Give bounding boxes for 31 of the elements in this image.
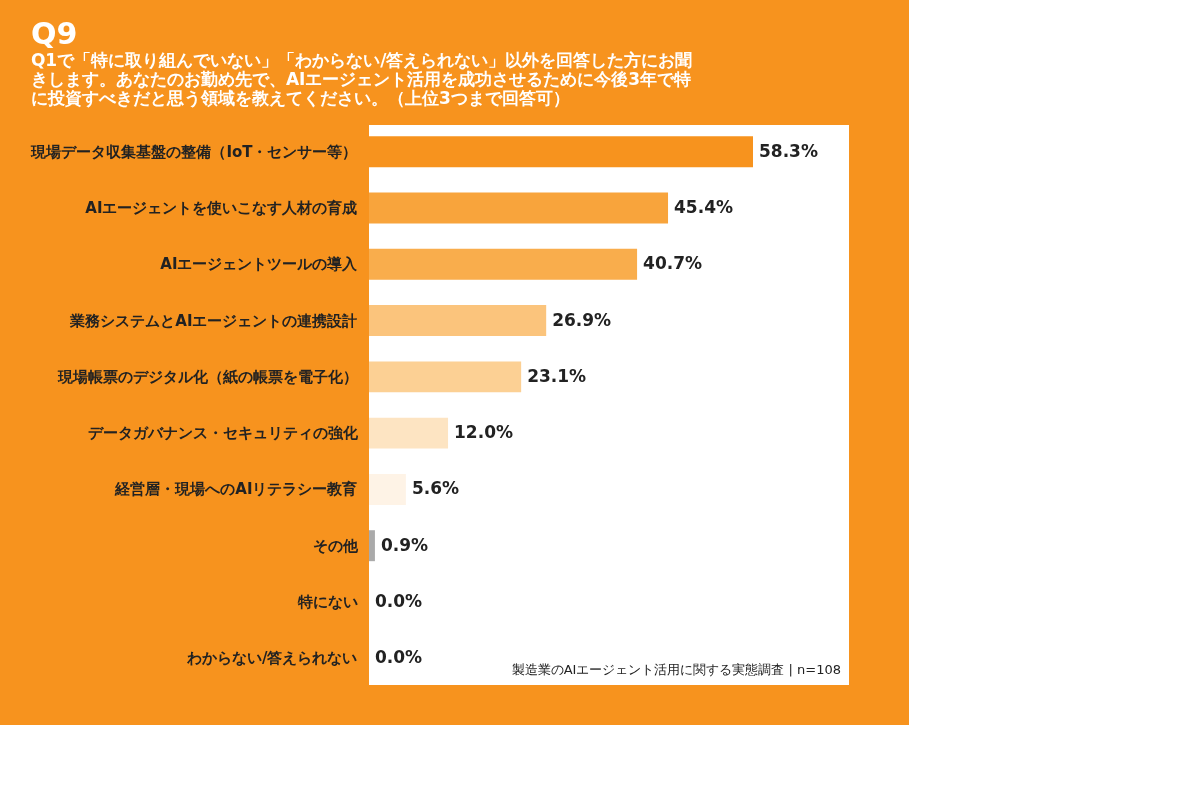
bar xyxy=(369,248,638,280)
data-label: 26.9% xyxy=(552,309,612,330)
y-tick-label: 業務システムとAIエージェントの連携設計 xyxy=(69,311,358,330)
bar xyxy=(369,473,406,505)
bar xyxy=(369,361,522,393)
data-label: 0.0% xyxy=(375,590,423,611)
y-tick-label: 特にない xyxy=(296,592,358,611)
data-label: 40.7% xyxy=(643,253,703,274)
annotation: 製造業のAIエージェント活用に関する実態調査 | n=108 xyxy=(511,662,841,677)
data-label: 58.3% xyxy=(759,140,818,161)
bar xyxy=(369,192,669,224)
data-label: 45.4% xyxy=(674,197,734,218)
data-label: 23.1% xyxy=(527,365,587,386)
bar xyxy=(369,305,547,337)
y-tick-label: 現場データ収集基盤の整備（IoT・センサー等） xyxy=(30,142,358,161)
y-tick-label: 経営層・現場へのAIリテラシー教育 xyxy=(114,480,358,499)
bar xyxy=(369,136,753,168)
data-label: 12.0% xyxy=(454,422,514,443)
y-tick-label: AIエージェントツールの導入 xyxy=(160,255,359,274)
y-tick-label: その他 xyxy=(312,536,359,555)
y-tick-label: 現場帳票のデジタル化（紙の帳票を電子化） xyxy=(56,367,358,386)
bar xyxy=(369,530,375,562)
data-label: 0.9% xyxy=(380,534,429,555)
y-tick-label: データガバナンス・セキュリティの強化 xyxy=(87,424,359,443)
bar xyxy=(369,417,449,449)
y-tick-label: AIエージェントを使いこなす人材の育成 xyxy=(85,199,358,218)
chart-subtitle: Q1で「特に取り組んでいない」「わからない/答えられない」以外を回答した方にお聞きします。あなたのお勤め先で、AIエージェント活用を成功させるために今後3年で特に投資すべきだと思う領域を教えてください。（上位3つまで回答可） xyxy=(30,50,693,108)
data-label: 5.6% xyxy=(411,478,460,499)
data-label: 0.0% xyxy=(375,647,423,668)
text: Q9 xyxy=(30,16,78,51)
y-tick-label: わからない/答えられない xyxy=(186,649,358,668)
